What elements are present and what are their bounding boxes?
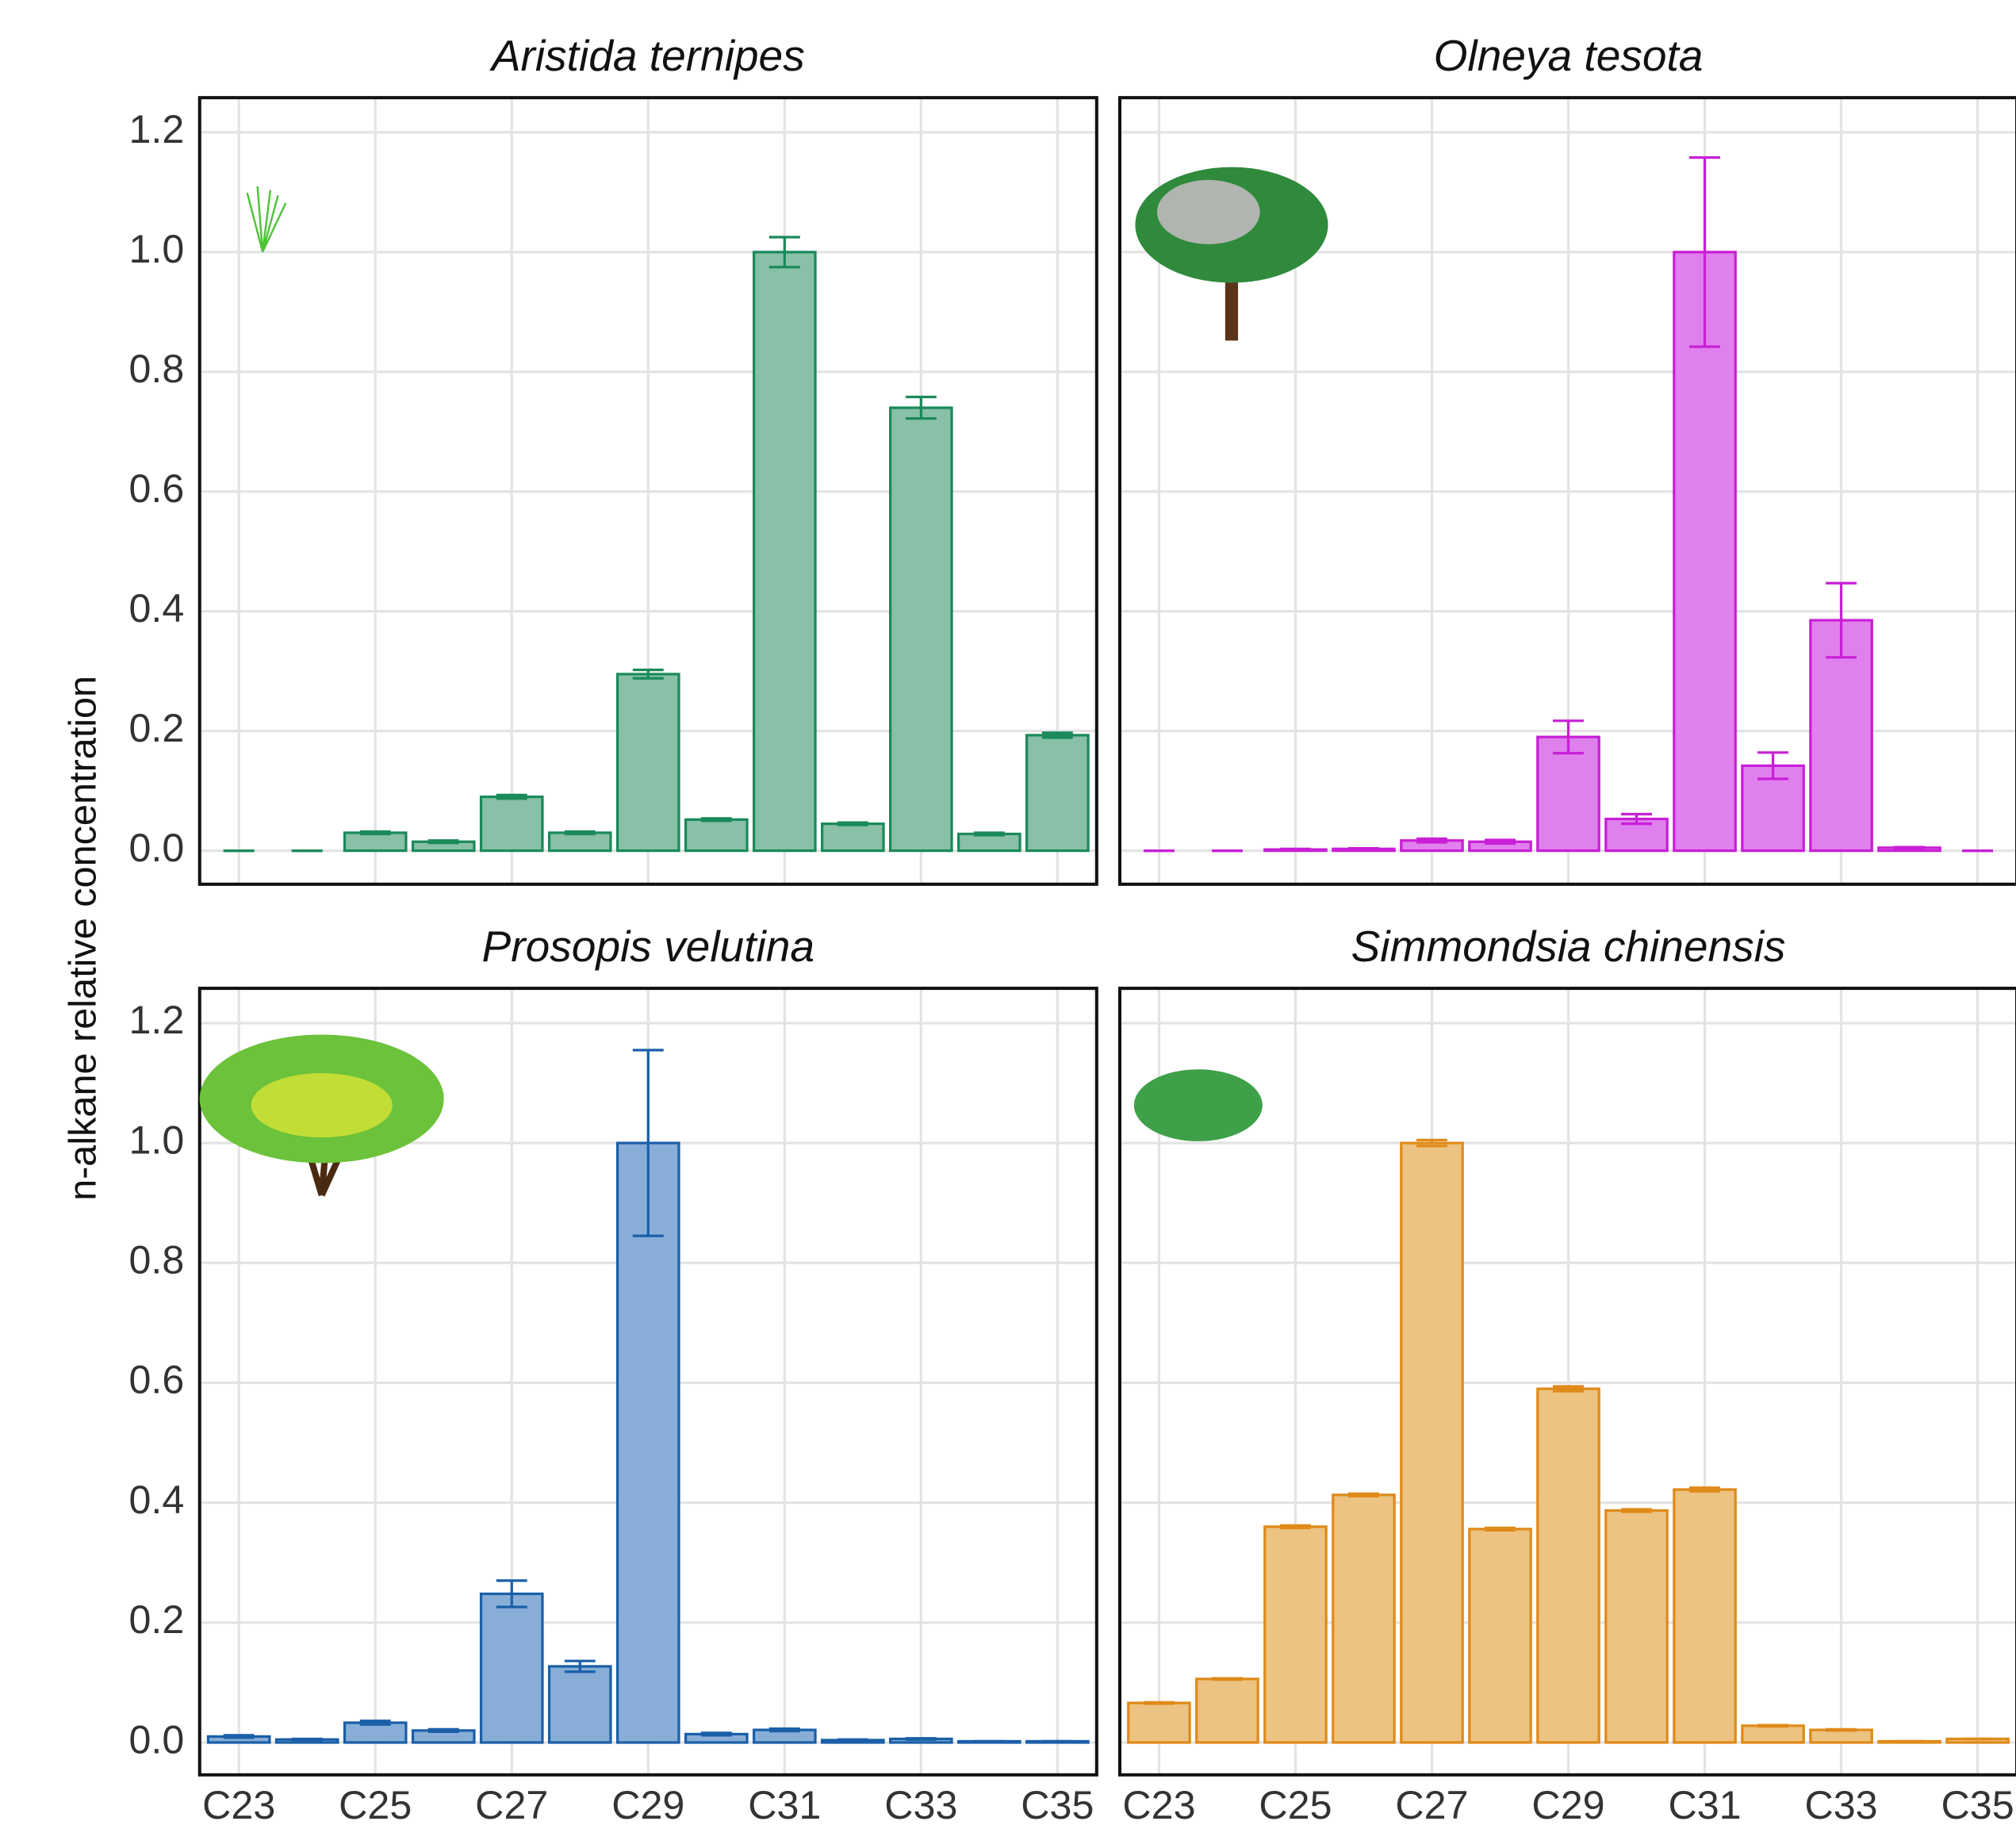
x-tick-label: C29 bbox=[611, 1783, 684, 1825]
bar bbox=[1265, 1527, 1326, 1743]
y-tick-label: 1.0 bbox=[128, 227, 184, 271]
x-tick-label: C27 bbox=[475, 1783, 548, 1825]
y-tick-label: 1.0 bbox=[128, 1118, 184, 1162]
panel-title: Prosopis velutina bbox=[482, 922, 814, 971]
error-bar bbox=[360, 831, 391, 834]
bar bbox=[1742, 1726, 1803, 1743]
error-bar bbox=[1348, 1493, 1379, 1496]
bar bbox=[686, 819, 747, 850]
bush-icon bbox=[1134, 1069, 1263, 1141]
y-tick-label: 1.2 bbox=[128, 107, 184, 151]
bar bbox=[1197, 1679, 1258, 1743]
bar bbox=[550, 833, 611, 851]
error-bar bbox=[292, 1739, 323, 1740]
bar bbox=[754, 252, 815, 851]
error-bar bbox=[837, 822, 868, 825]
bar bbox=[1129, 1703, 1190, 1743]
panel-title: Aristida ternipes bbox=[489, 31, 805, 80]
x-tick-label: C27 bbox=[1395, 1783, 1468, 1825]
bar bbox=[891, 408, 952, 850]
x-tick-label: C31 bbox=[1668, 1783, 1741, 1825]
error-bar bbox=[974, 833, 1005, 835]
shrub-icon bbox=[200, 1034, 444, 1195]
error-bar bbox=[1894, 847, 1925, 849]
x-tick-label: C29 bbox=[1531, 1783, 1604, 1825]
error-bar bbox=[1212, 1678, 1243, 1680]
error-bar bbox=[224, 1735, 255, 1738]
y-tick-label: 0.6 bbox=[128, 466, 184, 511]
error-bar bbox=[428, 1729, 459, 1731]
error-bar bbox=[1348, 849, 1379, 850]
figure: n-alkane relative concentration Aristida… bbox=[0, 0, 2016, 1825]
bar bbox=[1674, 1490, 1735, 1743]
panel-title: Simmondsia chinensis bbox=[1351, 922, 1786, 971]
bar bbox=[1811, 1730, 1872, 1743]
error-bar bbox=[837, 1739, 868, 1741]
error-bar bbox=[1757, 1725, 1788, 1727]
error-bar bbox=[1280, 1525, 1311, 1528]
x-tick-label: C23 bbox=[1122, 1783, 1195, 1825]
x-tick-label: C35 bbox=[1941, 1783, 2014, 1825]
bar bbox=[959, 834, 1020, 850]
bar bbox=[481, 1594, 542, 1743]
x-tick-label: C35 bbox=[1021, 1783, 1094, 1825]
error-bar bbox=[701, 1733, 732, 1735]
y-tick-label: 0.4 bbox=[128, 586, 184, 631]
grass-icon bbox=[247, 186, 286, 252]
error-bar bbox=[1144, 1702, 1175, 1704]
error-bar bbox=[769, 1729, 800, 1731]
bar bbox=[1401, 1143, 1462, 1743]
y-tick-label: 0.0 bbox=[128, 826, 184, 870]
y-tick-label: 0.2 bbox=[128, 706, 184, 750]
y-tick-label: 0.4 bbox=[128, 1478, 184, 1522]
x-tick-label: C25 bbox=[1259, 1783, 1332, 1825]
y-tick-label: 0.0 bbox=[128, 1717, 184, 1762]
panel-title: Olneya tesota bbox=[1434, 31, 1704, 80]
tree-icon bbox=[1135, 167, 1328, 341]
bar bbox=[1538, 1389, 1599, 1743]
error-bar bbox=[701, 819, 732, 821]
x-tick-label: C23 bbox=[202, 1783, 275, 1825]
error-bar bbox=[565, 831, 596, 834]
y-tick-label: 0.6 bbox=[128, 1358, 184, 1402]
bar bbox=[618, 674, 679, 851]
bar bbox=[1606, 1510, 1667, 1743]
y-tick-label: 1.2 bbox=[128, 998, 184, 1042]
error-bar bbox=[1485, 1528, 1516, 1530]
bar bbox=[822, 824, 883, 851]
bar bbox=[550, 1666, 611, 1743]
error-bar bbox=[906, 1739, 937, 1740]
x-tick-label: C25 bbox=[339, 1783, 412, 1825]
error-bar bbox=[1280, 849, 1311, 850]
bar bbox=[1027, 735, 1088, 851]
x-tick-label: C33 bbox=[884, 1783, 957, 1825]
x-tick-label: C31 bbox=[748, 1783, 821, 1825]
error-bar bbox=[1826, 1729, 1857, 1731]
y-tick-label: 0.8 bbox=[128, 1238, 184, 1282]
bar bbox=[1333, 1495, 1394, 1743]
bar bbox=[481, 797, 542, 851]
error-bar bbox=[1621, 1509, 1652, 1512]
bar bbox=[345, 833, 406, 851]
x-tick-label: C33 bbox=[1804, 1783, 1877, 1825]
y-tick-label: 0.2 bbox=[128, 1597, 184, 1642]
y-tick-label: 0.8 bbox=[128, 347, 184, 391]
y-axis-label: n-alkane relative concentration bbox=[61, 676, 104, 1201]
bar bbox=[1470, 1529, 1531, 1743]
error-bar bbox=[428, 841, 459, 843]
